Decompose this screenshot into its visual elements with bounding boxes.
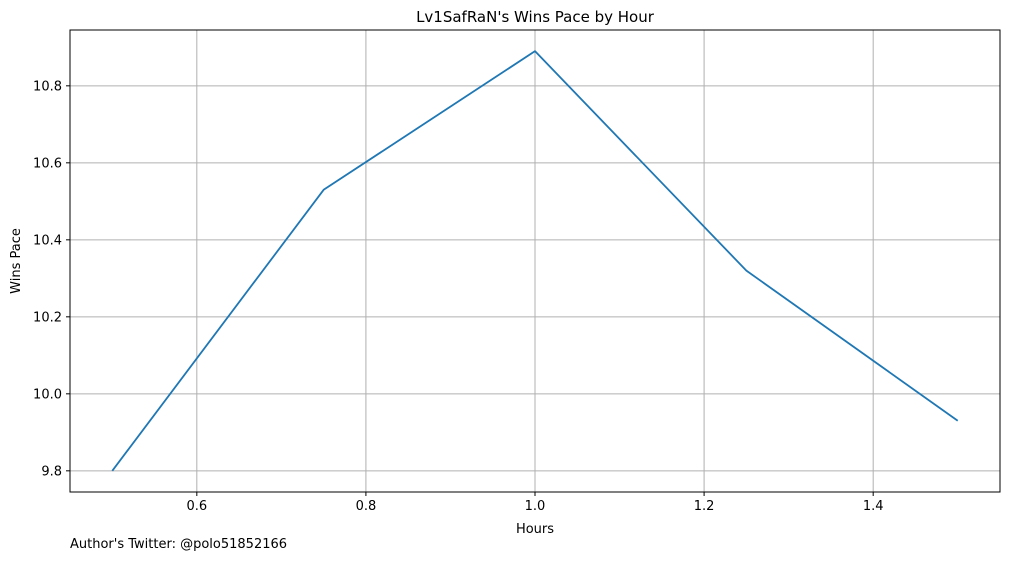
x-tick-label: 1.4 — [863, 499, 884, 514]
y-tick-label: 10.6 — [33, 156, 62, 171]
x-tick-label: 1.2 — [694, 499, 715, 514]
grid — [70, 30, 1000, 492]
x-tick-label: 0.6 — [186, 499, 207, 514]
author-footnote: Author's Twitter: @polo51852166 — [70, 537, 287, 552]
x-tick-label: 0.8 — [356, 499, 377, 514]
x-axis-label: Hours — [516, 522, 554, 537]
ticks: 0.6 0.8 1.0 1.2 1.4 9.8 10.0 10.2 10.4 10.6 10.8 — [33, 79, 883, 514]
y-axis-label: Wins Pace — [9, 228, 24, 294]
chart-title: Lv1SafRaN's Wins Pace by Hour — [416, 8, 655, 26]
x-tick-label: 1.0 — [525, 499, 546, 514]
y-tick-label: 10.0 — [33, 387, 62, 402]
y-tick-label: 10.2 — [33, 310, 62, 325]
y-tick-label: 10.8 — [33, 79, 62, 94]
y-tick-label: 10.4 — [33, 233, 62, 248]
y-tick-label: 9.8 — [41, 464, 62, 479]
